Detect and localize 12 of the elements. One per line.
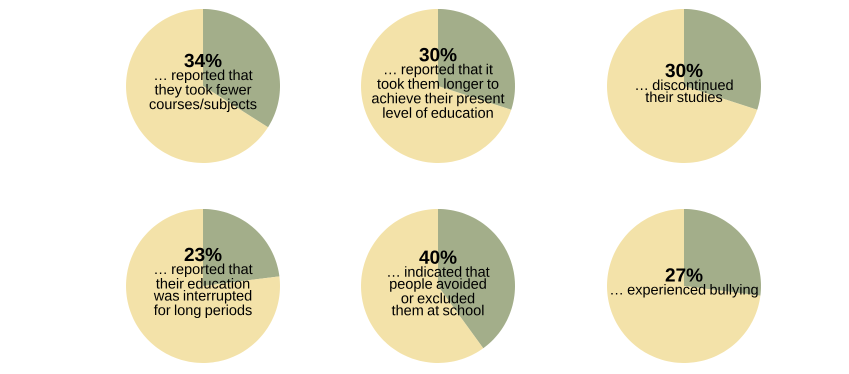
text: … indicated that people avoided or excluded them at school: [388, 266, 490, 316]
data-label: 30%: [665, 64, 702, 78]
text: … reported that their education was interrupted for long periods: [154, 264, 253, 318]
data-label: 40%: [419, 250, 457, 264]
data-label: 30%: [419, 48, 457, 62]
data-label: 23%: [184, 248, 222, 262]
text: … experienced bullying: [611, 284, 758, 298]
data-label: 34%: [184, 54, 222, 68]
text: … reported that they took fewer courses/subjects: [150, 70, 256, 112]
text: … reported that it took them longer to achieve their present level of education: [372, 64, 504, 118]
text: … discontinued their studies: [636, 79, 733, 102]
data-label: 27%: [666, 268, 702, 282]
